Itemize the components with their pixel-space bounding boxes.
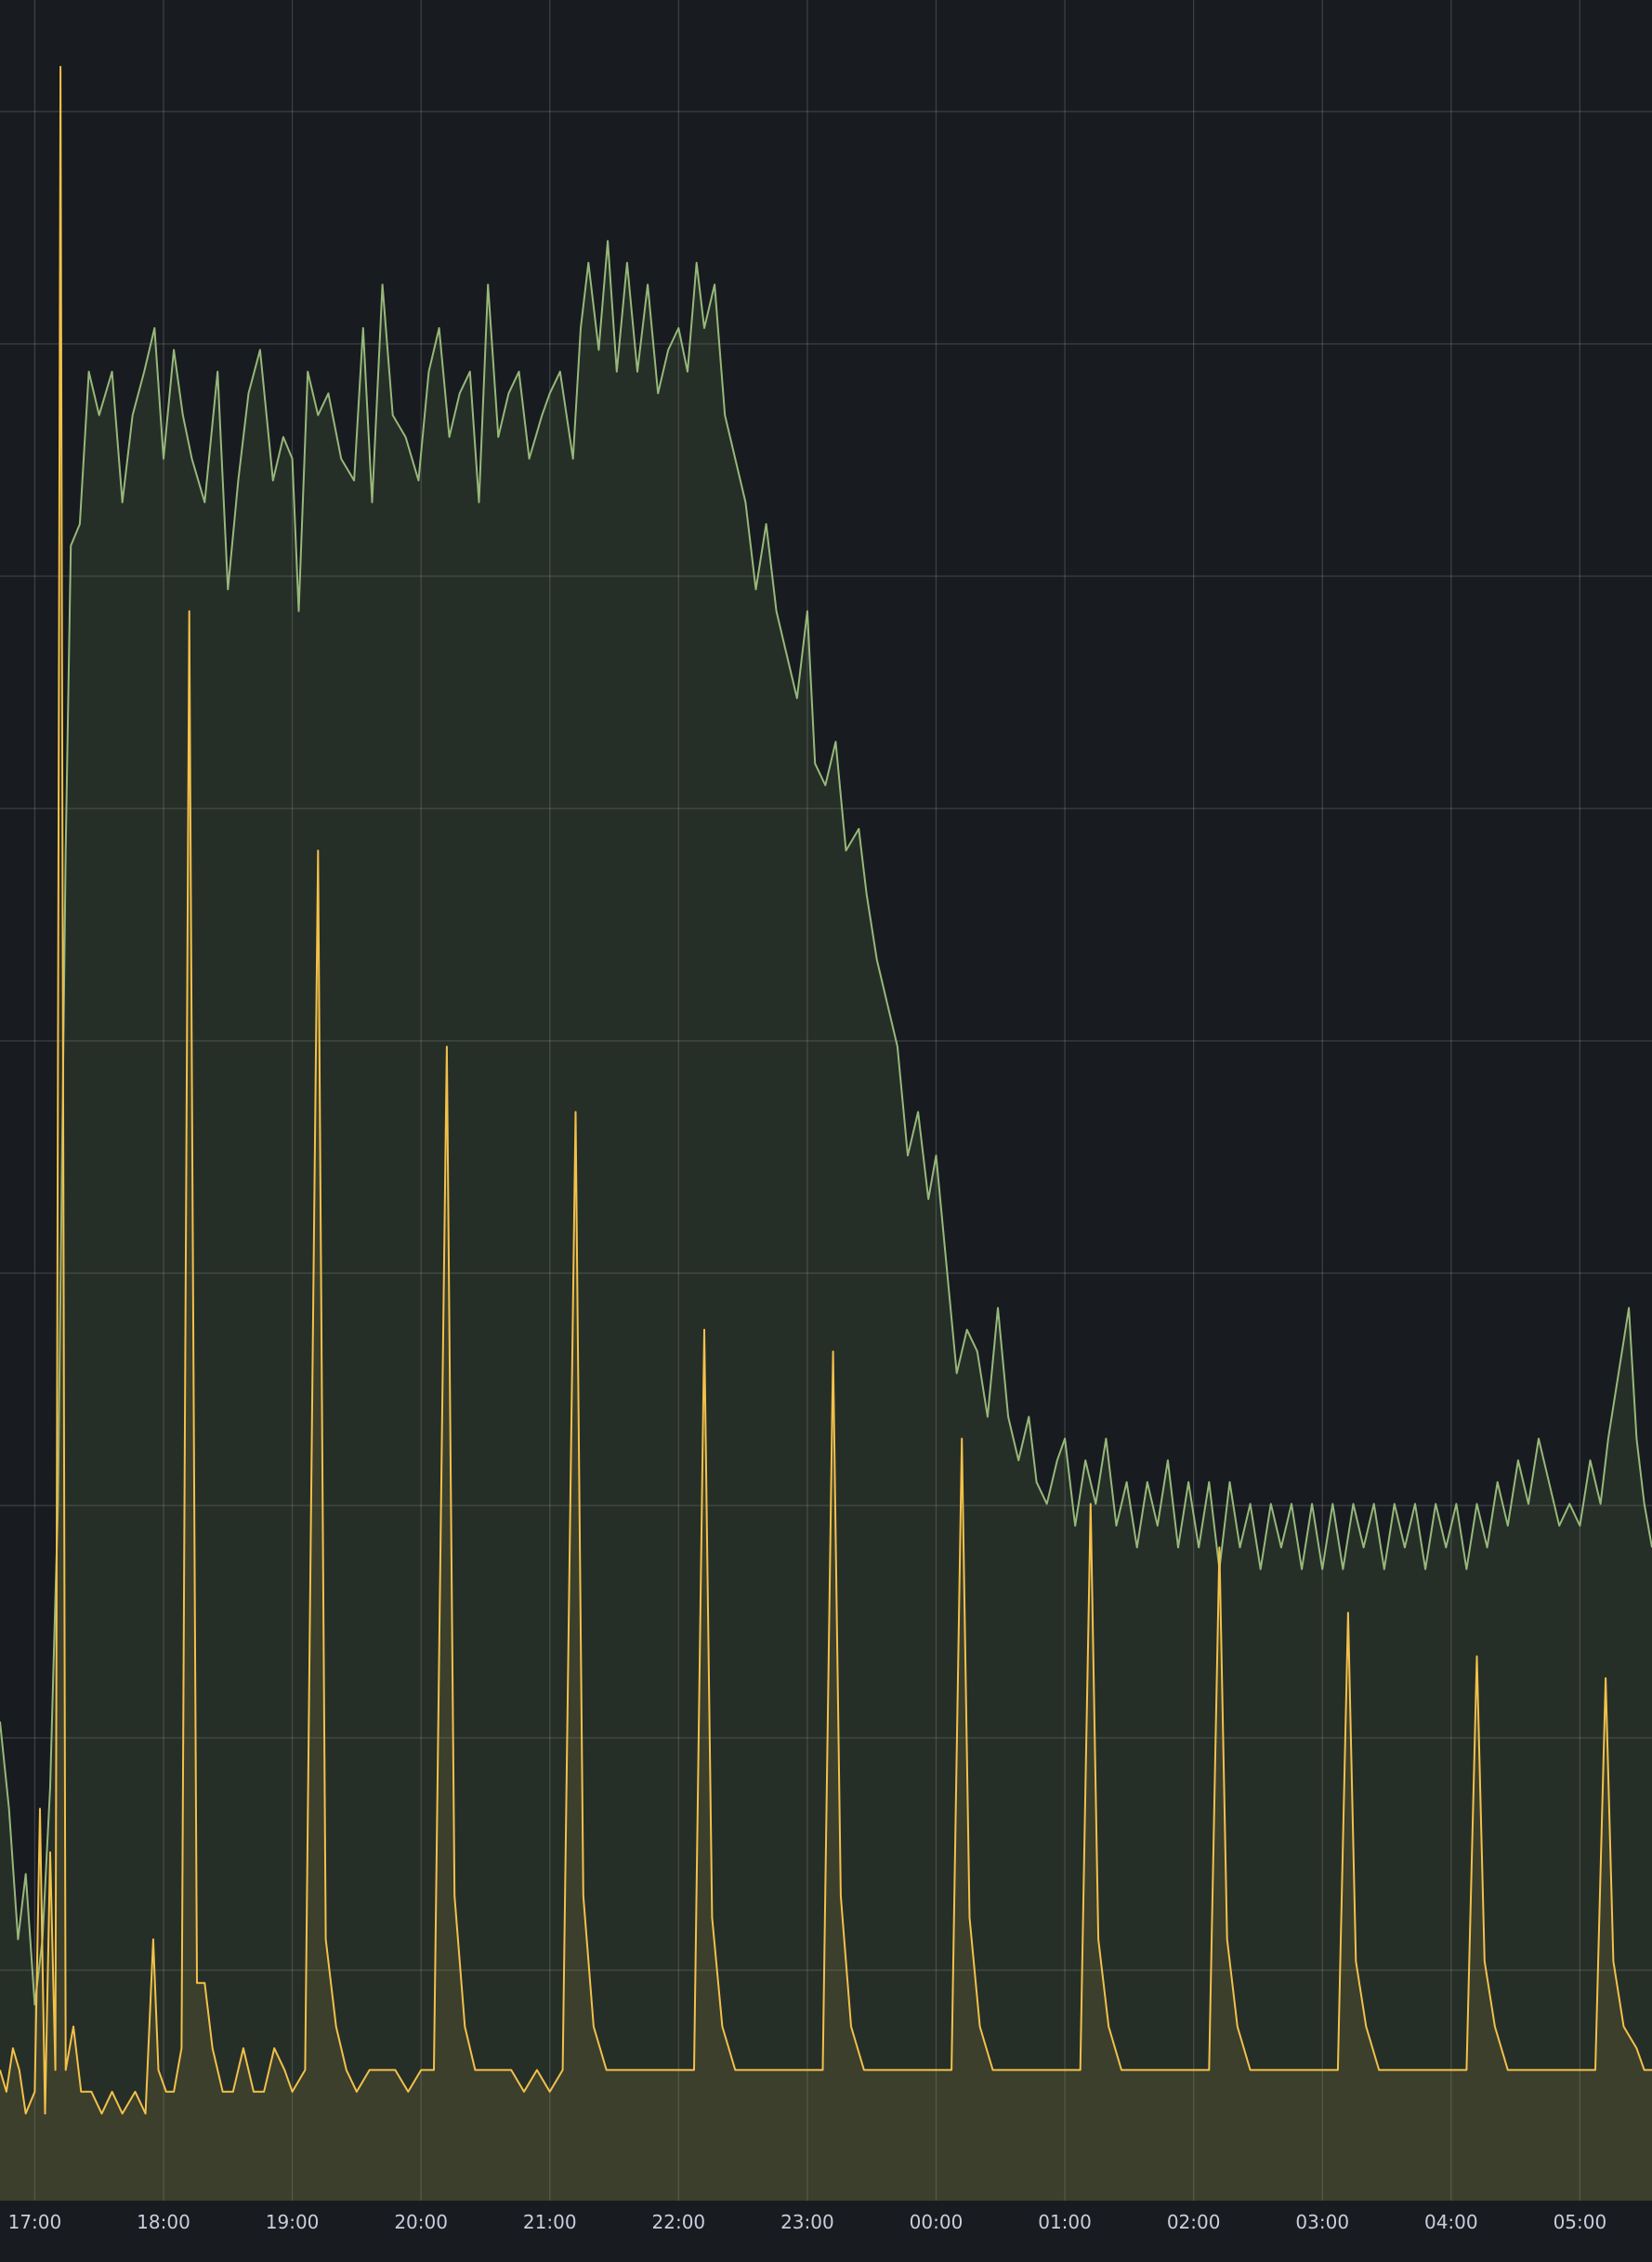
series-line-2 [0,65,1652,2115]
x-tick-label: 21:00 [523,2211,577,2233]
series-area-1 [0,241,1652,2201]
x-tick-label: 19:00 [266,2211,320,2233]
x-tick-label: 00:00 [910,2211,964,2233]
series-line-1 [0,240,1652,2006]
x-tick-label: 05:00 [1554,2211,1607,2233]
x-tick-label: 03:00 [1295,2211,1349,2233]
x-tick-label: 04:00 [1424,2211,1478,2233]
x-tick-label: 23:00 [780,2211,834,2233]
x-axis: 17:00 18:00 19:00 20:00 21:00 22:00 23:00 00:00… [8,2211,1607,2233]
x-tick-label: 17:00 [8,2211,62,2233]
x-tick-label: 20:00 [394,2211,448,2233]
grid [0,0,1652,2201]
x-tick-label: 22:00 [652,2211,706,2233]
x-tick-label: 02:00 [1167,2211,1221,2233]
series-layer [0,65,1652,2202]
x-tick-label: 18:00 [137,2211,190,2233]
series-area-2 [0,66,1652,2202]
x-tick-label: 01:00 [1038,2211,1092,2233]
